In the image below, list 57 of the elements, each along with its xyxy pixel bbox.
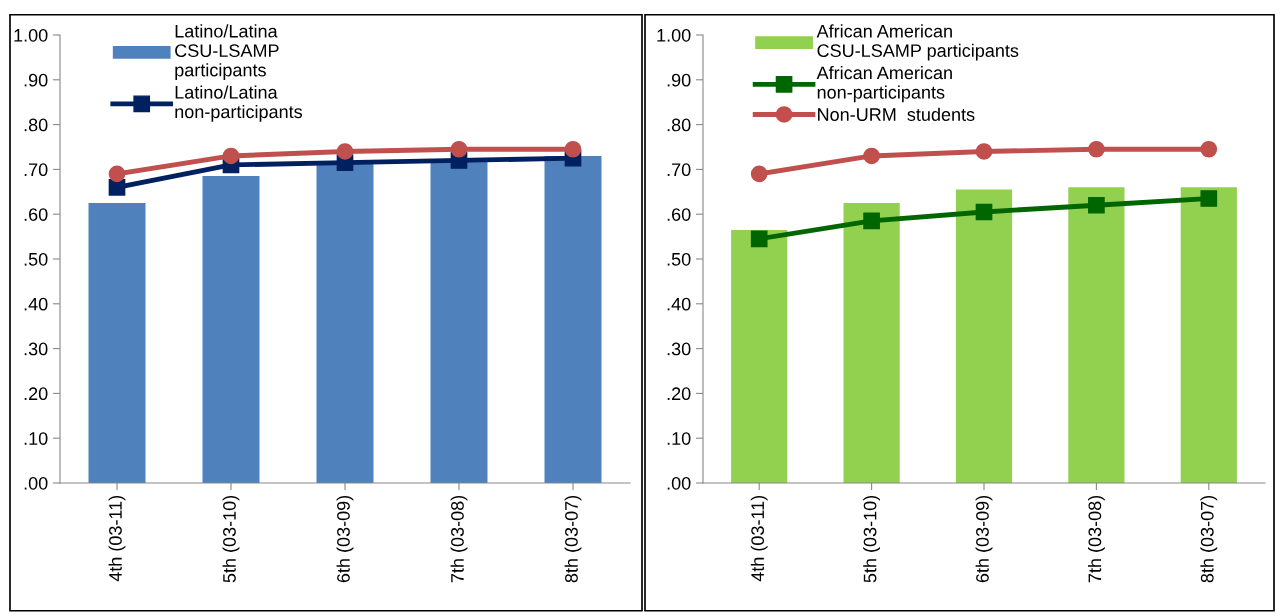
y-tick-label: .40 xyxy=(24,297,48,311)
y-tick-label: .00 xyxy=(24,476,48,490)
x-tick-label: 7th (03-08) xyxy=(1087,495,1105,583)
y-tick-label: .70 xyxy=(24,163,48,177)
point xyxy=(975,203,993,221)
y-tick-label: .80 xyxy=(24,118,48,132)
y-tick-label: .70 xyxy=(667,163,691,177)
legend-label: Non-URM students xyxy=(818,107,975,121)
point xyxy=(863,212,880,230)
bar xyxy=(731,229,788,483)
y-tick-label: .90 xyxy=(24,73,48,87)
y-tick-label: 1.00 xyxy=(14,28,48,42)
point xyxy=(1200,190,1218,207)
legend-label: African American CSU-LSAMP participants xyxy=(816,24,1019,61)
y-tick-label: .30 xyxy=(667,342,691,356)
y-tick-label: .50 xyxy=(667,252,691,266)
y-tick-label: .30 xyxy=(24,342,48,356)
bar xyxy=(1180,187,1237,483)
y-tick-label: .20 xyxy=(24,387,48,401)
y-tick-label: .20 xyxy=(667,387,691,401)
x-tick-label: 6th (03-09) xyxy=(336,495,354,583)
y-tick-label: .50 xyxy=(24,252,48,266)
point xyxy=(750,230,768,248)
legend-label: Latino/Latina non-participants xyxy=(175,85,303,122)
point xyxy=(750,165,768,183)
legend-label: Latino/Latina CSU-LSAMP participants xyxy=(175,24,279,81)
x-tick-label: 5th (03-10) xyxy=(222,495,240,583)
bar xyxy=(955,189,1013,483)
bar xyxy=(1068,187,1125,483)
point xyxy=(863,147,880,165)
legend-label: African American non-participants xyxy=(816,66,952,103)
y-tick-label: .00 xyxy=(667,476,691,490)
point xyxy=(564,140,582,158)
x-tick-label: 4th (03-11) xyxy=(108,495,126,582)
y-tick-label: .60 xyxy=(24,208,48,221)
x-tick-label: 8th (03-07) xyxy=(1200,495,1218,583)
y-tick-label: 1.00 xyxy=(657,28,691,42)
y-tick-label: .40 xyxy=(667,297,691,311)
y-tick-label: .90 xyxy=(667,73,691,87)
y-tick-label: .10 xyxy=(24,432,48,445)
point xyxy=(222,147,240,165)
bar xyxy=(843,203,900,483)
x-tick-label: 7th (03-08) xyxy=(450,495,468,583)
y-tick-label: .80 xyxy=(667,118,691,132)
point xyxy=(450,140,468,158)
point xyxy=(1200,140,1218,158)
x-tick-label: 5th (03-10) xyxy=(863,495,881,583)
point xyxy=(1088,140,1105,158)
point xyxy=(336,143,354,160)
y-tick-label: .60 xyxy=(667,208,691,221)
point xyxy=(108,165,126,183)
point xyxy=(1088,196,1105,214)
point xyxy=(975,143,993,160)
x-tick-label: 8th (03-07) xyxy=(564,495,582,583)
y-tick-label: .10 xyxy=(667,432,691,445)
x-tick-label: 6th (03-09) xyxy=(975,495,993,583)
x-tick-label: 4th (03-11) xyxy=(750,495,768,582)
